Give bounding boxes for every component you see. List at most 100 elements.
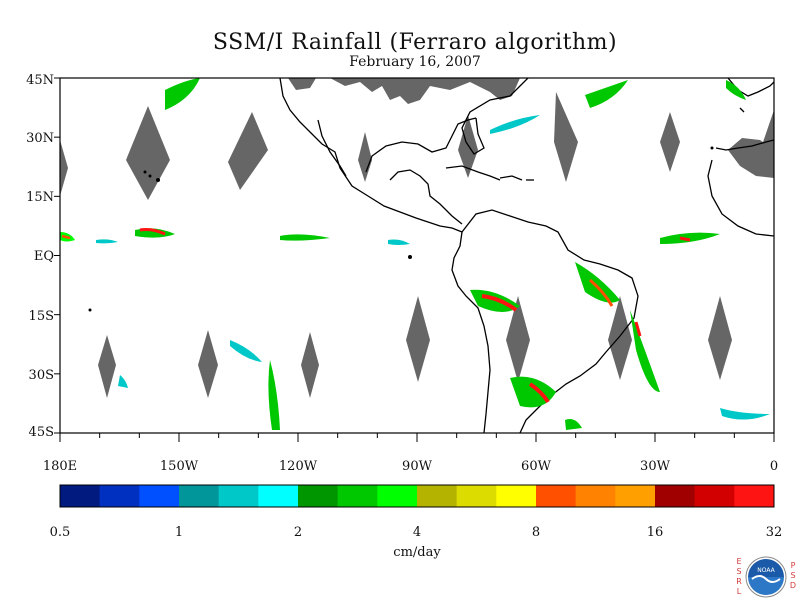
rain-patch (118, 375, 128, 388)
colorbar-swatch (615, 485, 656, 507)
logo-letter: R (736, 577, 742, 586)
rain-patch (679, 236, 691, 242)
colorbar-tick-label: 2 (294, 525, 302, 540)
lat-label-eq: EQ (34, 249, 54, 264)
colorbar-swatch (496, 485, 537, 507)
colorbar-swatch (734, 485, 775, 507)
island (408, 255, 412, 259)
no-data-swath (506, 296, 530, 382)
lat-label-30s: 30S (29, 368, 54, 383)
island (156, 178, 160, 182)
rain-patch (585, 80, 628, 108)
lat-label-45s: 45S (29, 425, 54, 440)
no-data-swath (60, 140, 68, 196)
lon-label-60w: 60W (521, 459, 552, 474)
coastline-canary (739, 107, 745, 113)
colorbar-swatch (417, 485, 457, 507)
colorbar-swatch (179, 485, 219, 507)
rain-patch (230, 340, 262, 362)
logo-letter: E (736, 557, 742, 566)
rain-patch (96, 239, 118, 244)
no-data-swath (708, 296, 732, 380)
rain-patch (388, 239, 410, 245)
colorbar-swatch (377, 485, 418, 507)
island (143, 170, 147, 174)
colorbar-frame (59, 484, 775, 508)
lon-label-180e: 180E (43, 459, 77, 474)
colorbar-tick-label: 8 (532, 525, 540, 540)
coastline-cuba (445, 165, 501, 181)
rain-patch (565, 419, 582, 430)
colorbar-swatch (337, 485, 378, 507)
rain-patches (60, 78, 770, 430)
logo-letter: P (790, 561, 796, 570)
coastline-baja (317, 119, 347, 177)
logo-letter: S (790, 571, 796, 580)
rain-patch (528, 382, 550, 404)
logo-letter: S (736, 567, 742, 576)
rain-patch (634, 321, 642, 337)
rain-patch (481, 294, 518, 312)
rain-patch (660, 232, 720, 244)
no-data-swath (660, 112, 680, 172)
colorbar-tick-label: 4 (413, 525, 421, 540)
no-data-swath (126, 106, 170, 200)
rain-patch (61, 234, 71, 240)
no-data-swath (358, 132, 372, 182)
no-data-swath (458, 115, 478, 178)
coastlines (279, 78, 774, 433)
lat-label-45n: 45N (26, 73, 54, 88)
logo-text: NOAA (757, 567, 775, 574)
coastline-africa (707, 139, 774, 237)
rain-patch (490, 115, 540, 134)
colorbar-tick-label: 1 (175, 525, 183, 540)
map-subtitle: February 16, 2007 (349, 54, 481, 70)
colorbar-swatch (655, 485, 695, 507)
coastline-gulf (365, 117, 477, 173)
no-data-swath (198, 330, 218, 398)
logo-letter: D (789, 581, 797, 590)
rain-patch (280, 234, 330, 241)
no-data-swaths (60, 78, 774, 398)
colorbar-tick-label: 32 (766, 525, 783, 540)
colorbar-swatch (456, 485, 497, 507)
no-data-land-region (288, 78, 316, 90)
colorbar (60, 485, 775, 507)
lon-label-120w: 120W (279, 459, 318, 474)
rain-patch (268, 360, 280, 430)
rain-patch (589, 278, 614, 307)
colorbar-swatch (60, 485, 100, 507)
noaa-emblem: NOAA (745, 556, 787, 598)
lat-label-15n: 15N (26, 190, 54, 205)
no-data-land-region (330, 78, 520, 104)
rain-patch (139, 228, 166, 236)
no-data-swath (301, 332, 319, 398)
coastline-us-east (461, 78, 529, 155)
no-data-swath (406, 296, 430, 382)
island (148, 174, 152, 178)
longitude-labels: 180E 150W 120W 90W 60W 30W 0 (43, 459, 778, 474)
colorbar-unit-label: cm/day (393, 545, 441, 560)
colorbar-tick-labels: 0.5 1 2 4 8 16 32 (50, 525, 783, 540)
lon-label-0: 0 (770, 459, 778, 474)
island (88, 308, 92, 312)
latitude-labels: 45N 30N 15N EQ 15S 30S 45S (26, 73, 54, 440)
no-data-swath (554, 92, 578, 182)
colorbar-swatch (694, 485, 735, 507)
lat-label-30n: 30N (26, 131, 54, 146)
logo-left-letters: E S R L (735, 557, 743, 597)
colorbar-swatch (258, 485, 299, 507)
no-data-swath (98, 335, 116, 398)
coastline-south-america (451, 209, 639, 433)
axis-ticks (54, 77, 775, 442)
no-data-swath (608, 296, 632, 380)
lon-label-150w: 150W (160, 459, 199, 474)
lon-label-90w: 90W (402, 459, 433, 474)
islands (88, 146, 714, 312)
colorbar-swatch (298, 485, 338, 507)
colorbar-swatch (139, 485, 180, 507)
coastline-hispaniola (499, 175, 523, 181)
colorbar-swatch (536, 485, 576, 507)
rain-patch (726, 80, 746, 100)
